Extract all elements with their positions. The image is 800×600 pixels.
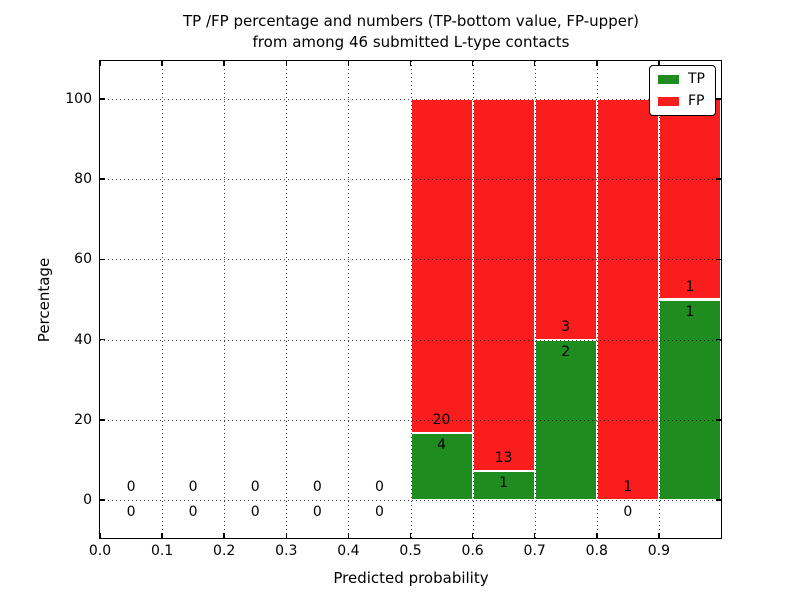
chart-title: TP /FP percentage and numbers (TP-bottom… xyxy=(183,11,639,53)
x-tick-label: 0.8 xyxy=(585,543,608,559)
tp-bar xyxy=(534,339,597,500)
y-axis-tick-right xyxy=(716,499,721,501)
fp-count-label: 3 xyxy=(561,318,571,335)
chart-title-line1: TP /FP percentage and numbers (TP-bottom… xyxy=(183,12,639,30)
tp-count-label: 0 xyxy=(126,503,136,520)
legend-label-tp: TP xyxy=(688,71,705,87)
x-axis-tick xyxy=(596,533,598,538)
y-tick-label: 20 xyxy=(74,411,92,428)
x-axis-label: Predicted probability xyxy=(333,569,489,587)
x-axis-tick xyxy=(285,533,288,538)
x-axis-tick-top xyxy=(347,61,350,66)
fp-count-label: 0 xyxy=(312,478,322,495)
gridline-vertical xyxy=(162,61,164,538)
x-axis-tick-top xyxy=(471,61,474,66)
fp-color-swatch xyxy=(658,97,679,106)
x-axis-tick-top xyxy=(533,61,536,66)
tp-color-swatch xyxy=(658,75,679,84)
y-tick-label: 60 xyxy=(74,251,92,268)
x-tick-label: 0.1 xyxy=(150,543,174,559)
x-axis-tick-top xyxy=(99,61,101,66)
legend-label-fp: FP xyxy=(688,93,705,109)
legend: TP FP xyxy=(649,65,716,116)
legend-item-fp: FP xyxy=(658,94,705,109)
y-tick-label: 80 xyxy=(74,171,92,188)
y-axis-tick xyxy=(100,178,105,180)
y-axis-tick xyxy=(100,258,105,261)
tp-count-label: 1 xyxy=(499,475,509,492)
fp-bar xyxy=(410,99,473,434)
tp-count-label: 4 xyxy=(437,437,447,454)
y-axis-tick xyxy=(100,419,105,421)
fp-count-label: 13 xyxy=(494,450,513,467)
fp-count-label: 0 xyxy=(250,478,260,495)
tp-count-label: 0 xyxy=(374,503,384,520)
y-axis-tick-right xyxy=(716,178,721,180)
x-tick-label: 0.7 xyxy=(523,543,546,559)
x-axis-tick-top xyxy=(596,61,598,66)
tp-count-label: 2 xyxy=(561,343,571,360)
fp-bar xyxy=(596,99,659,500)
x-axis-tick xyxy=(471,533,474,538)
tp-count-label: 0 xyxy=(188,503,198,520)
y-axis-tick-right xyxy=(716,338,721,341)
x-axis-tick xyxy=(347,533,350,538)
x-tick-label: 0.2 xyxy=(213,543,236,559)
x-tick-label: 0.4 xyxy=(337,543,360,559)
fp-count-label: 1 xyxy=(623,478,633,495)
x-tick-label: 0.5 xyxy=(399,543,422,559)
x-axis-tick xyxy=(533,533,536,538)
gridline-vertical xyxy=(224,61,226,538)
x-axis-tick xyxy=(161,533,163,538)
x-axis-tick-top xyxy=(409,61,412,66)
plot-area: TP FP 0 0 0 0 0 0 0 0 0 0 20 4 13 1 3 2 1 0 1 1 xyxy=(99,60,722,539)
tp-count-label: 1 xyxy=(685,303,695,320)
gridline-vertical xyxy=(348,61,350,538)
y-axis-tick-right xyxy=(716,98,721,100)
tp-count-label: 0 xyxy=(250,503,260,520)
y-tick-label: 40 xyxy=(74,331,92,348)
tp-bar xyxy=(410,433,473,500)
tp-count-label: 0 xyxy=(623,503,633,520)
fp-count-label: 20 xyxy=(432,412,451,429)
y-axis-tick xyxy=(100,338,105,341)
x-tick-label: 0.9 xyxy=(647,543,671,559)
x-axis-tick xyxy=(658,533,660,538)
tp-bar xyxy=(472,471,535,500)
tp-bar xyxy=(658,299,721,500)
fp-count-label: 0 xyxy=(374,478,384,495)
fp-count-label: 0 xyxy=(188,478,198,495)
legend-item-tp: TP xyxy=(658,72,705,87)
gridline-vertical xyxy=(286,61,288,538)
tp-count-label: 0 xyxy=(312,503,322,520)
x-axis-tick-top xyxy=(161,61,163,66)
y-axis-tick-right xyxy=(716,419,721,421)
x-axis-tick xyxy=(223,533,225,538)
fp-bar xyxy=(534,99,597,340)
x-tick-label: 0.0 xyxy=(88,543,112,559)
x-axis-tick-top xyxy=(285,61,288,66)
fp-bar xyxy=(658,99,721,300)
y-tick-label: 0 xyxy=(83,491,92,508)
x-tick-label: 0.3 xyxy=(275,543,298,559)
x-axis-tick xyxy=(409,533,412,538)
fp-count-label: 1 xyxy=(685,278,695,295)
y-tick-label: 100 xyxy=(65,91,92,108)
x-tick-label: 0.6 xyxy=(461,543,484,559)
y-axis-label: Percentage xyxy=(35,257,53,343)
fp-bar xyxy=(472,99,535,472)
x-axis-tick xyxy=(99,533,101,538)
y-axis-tick-right xyxy=(716,258,721,261)
chart-title-line2: from among 46 submitted L-type contacts xyxy=(252,33,570,51)
fp-count-label: 0 xyxy=(126,478,136,495)
y-axis-tick xyxy=(100,98,105,100)
x-axis-tick-top xyxy=(223,61,225,66)
y-axis-tick xyxy=(100,499,105,501)
gridline-horizontal xyxy=(100,499,721,501)
